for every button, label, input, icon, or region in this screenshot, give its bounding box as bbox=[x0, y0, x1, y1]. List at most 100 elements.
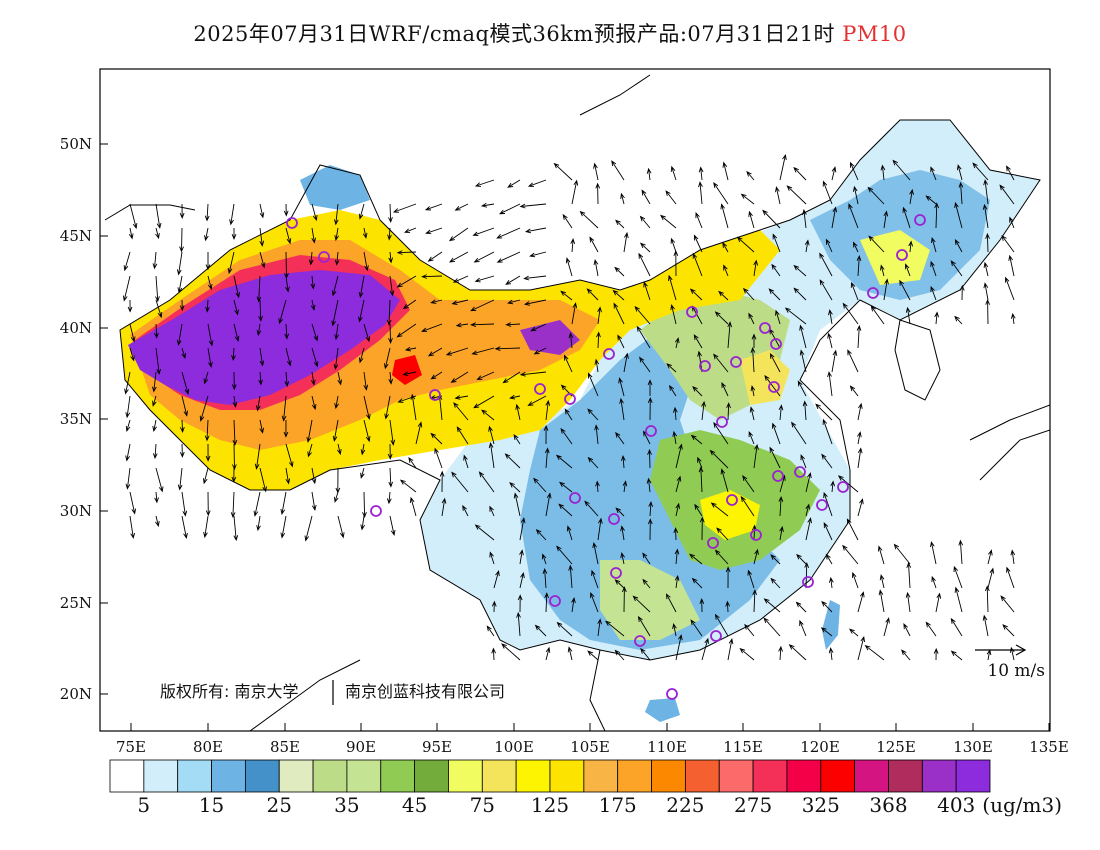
x-tick: 75E bbox=[116, 723, 146, 756]
wind-arrow-icon bbox=[501, 643, 521, 661]
wind-arrow-icon bbox=[205, 491, 211, 517]
x-tick-label: 75E bbox=[116, 738, 146, 756]
wind-arrow-icon bbox=[388, 203, 393, 224]
wind-arrow-icon bbox=[542, 567, 548, 589]
x-tick-label: 135E bbox=[1029, 738, 1069, 756]
wind-arrow-icon bbox=[718, 290, 729, 301]
legend-label: 403 bbox=[937, 793, 975, 817]
wind-arrow-icon bbox=[672, 430, 677, 445]
wind-arrow-icon bbox=[847, 349, 859, 373]
wind-arrow-icon bbox=[334, 227, 339, 242]
wind-arrow-icon bbox=[427, 347, 443, 357]
wind-arrow-icon bbox=[337, 515, 345, 539]
japan-outline bbox=[969, 404, 1050, 481]
legend-swatch bbox=[278, 759, 314, 793]
station-marker-icon bbox=[816, 499, 828, 511]
y-tick-label: 25N bbox=[60, 594, 92, 612]
wind-arrow-icon bbox=[337, 371, 343, 386]
wind-arrow-icon bbox=[784, 307, 807, 325]
wind-arrow-icon bbox=[883, 278, 889, 301]
wind-arrow-icon bbox=[856, 324, 862, 349]
wind-arrow-icon bbox=[714, 311, 729, 325]
wind-arrow-icon bbox=[280, 491, 287, 516]
wind-arrow-icon bbox=[642, 552, 651, 565]
wind-arrow-icon bbox=[904, 263, 911, 277]
station-marker-icon bbox=[707, 537, 719, 549]
wind-arrow-icon bbox=[593, 258, 599, 277]
wind-arrow-icon bbox=[930, 260, 937, 277]
wind-arrow-icon bbox=[311, 227, 317, 244]
wind-arrow-icon bbox=[615, 431, 625, 445]
wind-arrow-icon bbox=[689, 288, 703, 301]
wind-arrow-icon bbox=[205, 443, 211, 462]
wind-arrow-icon bbox=[258, 299, 264, 322]
station-markers bbox=[286, 214, 926, 700]
legend-swatch bbox=[786, 759, 822, 793]
wind-arrow-icon bbox=[337, 443, 342, 456]
wind-arrow-icon bbox=[590, 592, 599, 613]
wind-arrow-icon bbox=[820, 627, 833, 637]
wind-arrow-icon bbox=[849, 385, 859, 397]
wind-arrow-icon bbox=[721, 381, 729, 397]
wind-arrow-icon bbox=[597, 618, 602, 637]
x-tick-label: 80E bbox=[193, 738, 223, 756]
wind-arrow-icon bbox=[473, 395, 495, 409]
wind-arrow-icon bbox=[856, 255, 862, 277]
wind-arrow-icon bbox=[632, 595, 651, 613]
x-tick: 100E bbox=[494, 723, 534, 756]
copyright-block: 版权所有: 南京大学 南京创蓝科技有限公司 bbox=[160, 680, 505, 705]
wind-arrow-icon bbox=[880, 164, 886, 181]
wind-arrow-icon bbox=[507, 179, 521, 188]
wind-arrow-icon bbox=[360, 443, 366, 456]
wind-arrow-icon bbox=[420, 323, 443, 333]
legend-color-bar bbox=[109, 759, 991, 793]
wind-arrow-icon bbox=[179, 443, 185, 458]
wind-arrow-icon bbox=[842, 544, 859, 565]
wind-arrow-icon bbox=[725, 566, 731, 589]
wind-arrow-icon bbox=[204, 419, 210, 442]
wind-arrow-icon bbox=[821, 453, 833, 469]
legend-swatch bbox=[888, 759, 923, 793]
x-tick-label: 110E bbox=[647, 738, 687, 756]
wind-arrow-icon bbox=[259, 251, 266, 269]
wind-arrow-icon bbox=[451, 471, 469, 493]
wind-arrow-icon bbox=[931, 236, 937, 253]
wind-arrow-icon bbox=[697, 456, 703, 469]
wind-arrow-icon bbox=[179, 419, 185, 433]
wind-arrow-icon bbox=[748, 431, 755, 445]
wind-arrow-icon bbox=[129, 347, 135, 362]
legend-swatch bbox=[481, 759, 517, 793]
station-marker-icon bbox=[768, 381, 780, 393]
wind-arrow-icon bbox=[1000, 595, 1015, 613]
wind-arrow-icon bbox=[793, 287, 807, 301]
legend-label: 125 bbox=[531, 793, 569, 817]
wind-arrow-icon bbox=[231, 371, 237, 391]
wind-arrow-icon bbox=[748, 210, 755, 229]
wind-arrow-icon bbox=[155, 515, 160, 528]
wind-arrow-icon bbox=[802, 208, 807, 229]
wind-arrow-icon bbox=[408, 456, 417, 469]
wind-arrow-icon bbox=[827, 371, 833, 397]
wind-arrow-icon bbox=[831, 349, 838, 373]
wind-arrow-icon bbox=[360, 515, 365, 531]
wind-arrow-icon bbox=[535, 528, 547, 541]
wind-arrow-icon bbox=[389, 275, 395, 297]
wind-arrow-icon bbox=[931, 575, 937, 589]
wind-arrow-icon bbox=[472, 227, 495, 237]
wind-arrow-icon bbox=[488, 425, 495, 445]
wind-arrow-icon bbox=[857, 591, 865, 613]
wind-vectors bbox=[122, 153, 1016, 661]
station-marker-icon bbox=[610, 567, 622, 579]
wind-arrow-icon bbox=[793, 264, 807, 277]
wind-arrow-icon bbox=[230, 491, 236, 519]
wind-arrow-icon bbox=[155, 467, 164, 493]
wind-arrow-icon bbox=[562, 213, 573, 229]
legend-swatch bbox=[921, 759, 957, 793]
wind-arrow-icon bbox=[823, 522, 833, 541]
wind-arrow-icon bbox=[934, 202, 940, 229]
wind-arrow-icon bbox=[519, 371, 547, 377]
wind-arrow-icon bbox=[905, 306, 911, 325]
wind-arrow-icon bbox=[259, 227, 265, 247]
wind-arrow-icon bbox=[805, 472, 812, 493]
wind-arrow-icon bbox=[362, 227, 368, 239]
